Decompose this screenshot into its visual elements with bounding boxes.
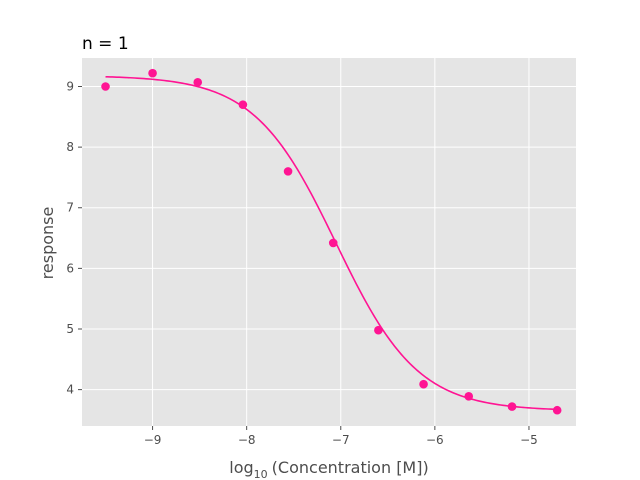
y-tick-label: 8 xyxy=(66,140,74,154)
data-point xyxy=(101,82,110,91)
fit-curve xyxy=(105,75,558,411)
data-point xyxy=(283,167,293,176)
y-tick-label: 9 xyxy=(66,79,74,93)
y-tick-label: 6 xyxy=(66,261,74,275)
data-point xyxy=(419,379,428,389)
y-axis-label: response xyxy=(38,207,57,280)
x-tick-label: −8 xyxy=(238,433,256,447)
chart-title: n = 1 xyxy=(82,34,129,54)
x-tick-label: −7 xyxy=(332,433,350,447)
x-axis-label-suffix: (Concentration [M]) xyxy=(272,458,429,477)
x-axis-label-subscript: 10 xyxy=(254,468,268,480)
y-tick-label: 5 xyxy=(66,322,74,336)
data-point xyxy=(148,68,157,78)
data-point xyxy=(328,238,338,248)
data-point xyxy=(374,325,383,335)
data-point xyxy=(552,405,562,415)
x-tick-label: −9 xyxy=(144,433,162,447)
x-axis-label-prefix: log xyxy=(229,458,253,477)
x-axis-ticks: −9 −8 −7 −6 −5 xyxy=(144,426,538,447)
x-axis-label: log10 (Concentration [M]) xyxy=(229,458,428,480)
data-point xyxy=(507,402,517,411)
gridlines xyxy=(82,58,576,426)
y-tick-label: 4 xyxy=(66,383,74,397)
y-tick-label: 7 xyxy=(66,201,74,215)
plot-area xyxy=(82,58,576,426)
data-point xyxy=(238,100,248,109)
data-points xyxy=(101,68,562,415)
data-point xyxy=(464,391,474,401)
x-tick-label: −6 xyxy=(426,433,444,447)
y-axis-ticks: 4 5 6 7 8 9 xyxy=(66,79,82,397)
x-tick-label: −5 xyxy=(520,433,538,447)
data-point xyxy=(193,77,203,87)
